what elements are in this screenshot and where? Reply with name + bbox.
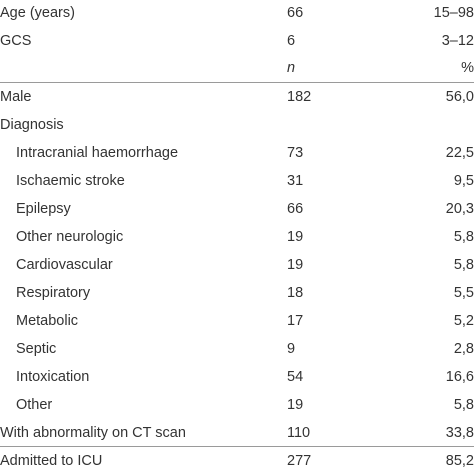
row-label: Intracranial haemorrhage xyxy=(16,145,179,161)
table-row: Other neurologic 19 5,8 xyxy=(0,224,474,250)
table-row-age: Age (years) 66 15–98 xyxy=(0,0,474,26)
table-row-admitted-icu: Admitted to ICU 277 85,2 xyxy=(0,448,474,474)
table-row: Intoxication 54 16,6 xyxy=(0,364,474,390)
row-percent: 22,5 xyxy=(445,145,474,161)
row-count: 110 xyxy=(287,425,311,441)
table-row-gcs: GCS 6 3–12 xyxy=(0,28,474,54)
percent-column-header: % xyxy=(461,60,474,76)
row-label: Age (years) xyxy=(0,5,75,21)
table-row-ct-abnormality: With abnormality on CT scan 110 33,8 xyxy=(0,420,474,446)
row-label: With abnormality on CT scan xyxy=(0,425,186,441)
row-count: 19 xyxy=(287,397,304,413)
row-label: Male xyxy=(0,89,32,105)
row-percent: 5,8 xyxy=(453,229,474,245)
row-range: 15–98 xyxy=(433,5,474,21)
row-percent: 85,2 xyxy=(445,453,474,469)
table-row-diagnosis-heading: Diagnosis xyxy=(0,112,474,138)
row-label: Metabolic xyxy=(16,313,79,329)
row-percent: 5,5 xyxy=(453,285,474,301)
row-value: 66 xyxy=(287,5,304,21)
row-percent: 5,8 xyxy=(453,397,474,413)
row-percent: 9,5 xyxy=(453,173,474,189)
row-label: Respiratory xyxy=(16,285,91,301)
row-count: 9 xyxy=(287,341,296,357)
row-percent: 5,8 xyxy=(453,257,474,273)
table-row: Cardiovascular 19 5,8 xyxy=(0,252,474,278)
row-divider xyxy=(0,446,474,447)
row-label: Intoxication xyxy=(16,369,90,385)
table-row: Respiratory 18 5,5 xyxy=(0,280,474,306)
row-percent: 16,6 xyxy=(445,369,474,385)
row-percent: 2,8 xyxy=(453,341,474,357)
row-percent: 33,8 xyxy=(445,425,474,441)
count-column-header: n xyxy=(287,60,296,76)
row-count: 31 xyxy=(287,173,304,189)
table-row-male: Male 182 56,0 xyxy=(0,84,474,110)
row-count: 18 xyxy=(287,285,304,301)
table-row: Ischaemic stroke 31 9,5 xyxy=(0,168,474,194)
row-label: Ischaemic stroke xyxy=(16,173,125,189)
table-row: Septic 9 2,8 xyxy=(0,336,474,362)
row-count: 17 xyxy=(287,313,304,329)
table-row-column-headers: n % xyxy=(0,55,474,81)
row-range: 3–12 xyxy=(441,33,474,49)
row-label: GCS xyxy=(0,33,32,49)
row-label: Other neurologic xyxy=(16,229,124,245)
row-label: Epilepsy xyxy=(16,201,71,217)
section-heading: Diagnosis xyxy=(0,117,64,133)
row-count: 277 xyxy=(287,453,312,469)
row-count: 19 xyxy=(287,257,304,273)
row-percent: 5,2 xyxy=(453,313,474,329)
table-row: Epilepsy 66 20,3 xyxy=(0,196,474,222)
header-divider xyxy=(0,82,474,83)
row-count: 73 xyxy=(287,145,304,161)
row-count: 54 xyxy=(287,369,304,385)
row-percent: 56,0 xyxy=(445,89,474,105)
row-label: Septic xyxy=(16,341,57,357)
row-count: 182 xyxy=(287,89,312,105)
row-label: Other xyxy=(16,397,53,413)
table-row: Intracranial haemorrhage 73 22,5 xyxy=(0,140,474,166)
row-count: 19 xyxy=(287,229,304,245)
row-percent: 20,3 xyxy=(445,201,474,217)
row-count: 66 xyxy=(287,201,304,217)
table-row: Metabolic 17 5,2 xyxy=(0,308,474,334)
row-label: Admitted to ICU xyxy=(0,453,103,469)
row-value: 6 xyxy=(287,33,296,49)
table-row: Other 19 5,8 xyxy=(0,392,474,418)
row-label: Cardiovascular xyxy=(16,257,113,273)
